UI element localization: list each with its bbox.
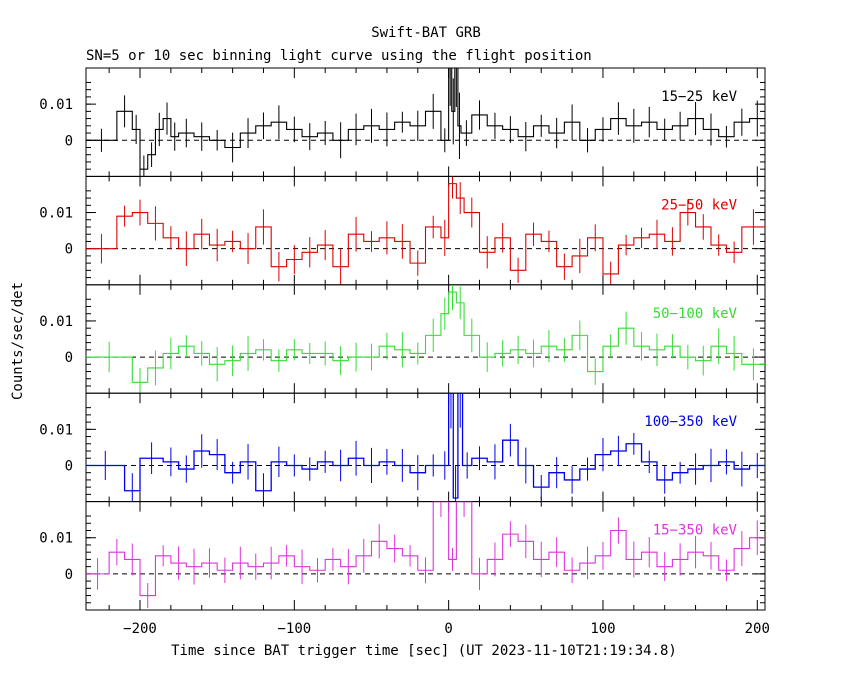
x-tick-label: 0 [444,621,452,637]
x-axis-label: Time since BAT trigger time [sec] (UT 20… [171,643,677,659]
y-tick-label: 0 [65,350,73,366]
y-tick-label: 0 [65,567,73,583]
x-tick-label: −200 [123,621,157,637]
series-line [86,68,765,170]
y-tick-label: 0.01 [39,206,73,222]
panel-1: 0 0.01 15−25 keV [39,67,766,177]
x-tick-label: −100 [277,621,311,637]
band-label: 50−100 keV [653,306,738,322]
y-tick-label: 0.01 [39,531,73,547]
y-tick-label: 0.01 [39,314,73,330]
y-tick-label: 0 [65,242,73,258]
y-tick-label: 0.01 [39,97,73,113]
y-tick-label: 0.01 [39,422,73,438]
chart-subtitle: SN=5 or 10 sec binning light curve using… [86,48,592,64]
panel-frame [85,392,766,503]
panel-4: 0 0.01 100−350 keV [39,392,766,503]
series-line [86,291,765,383]
series-group [86,68,765,177]
x-tick-label: 200 [745,621,770,637]
x-tick-label: 100 [590,621,615,637]
series-group [86,393,765,502]
band-label: 15−350 keV [653,523,738,539]
chart-title: Swift-BAT GRB [371,25,481,41]
panel-2: 0 0.01 25−50 keV [39,175,766,286]
panel-frame [85,501,766,611]
series-group [86,284,765,394]
panel-5: 0 0.01 15−350 keV [39,501,766,611]
band-label: 25−50 keV [661,197,737,213]
band-label: 100−350 keV [644,414,737,430]
series-group [86,501,765,609]
y-tick-label: 0 [65,458,73,474]
series-group [86,176,765,285]
y-tick-label: 0 [65,133,73,149]
series-line [86,393,765,499]
y-axis-label: Counts/sec/det [10,282,26,400]
panels: 0 0.01 15−25 keV 0 0.01 25−50 keV 0 0.01 50−100 … [39,67,770,637]
band-label: 15−25 keV [661,89,737,105]
panel-3: 0 0.01 50−100 keV [39,284,766,394]
